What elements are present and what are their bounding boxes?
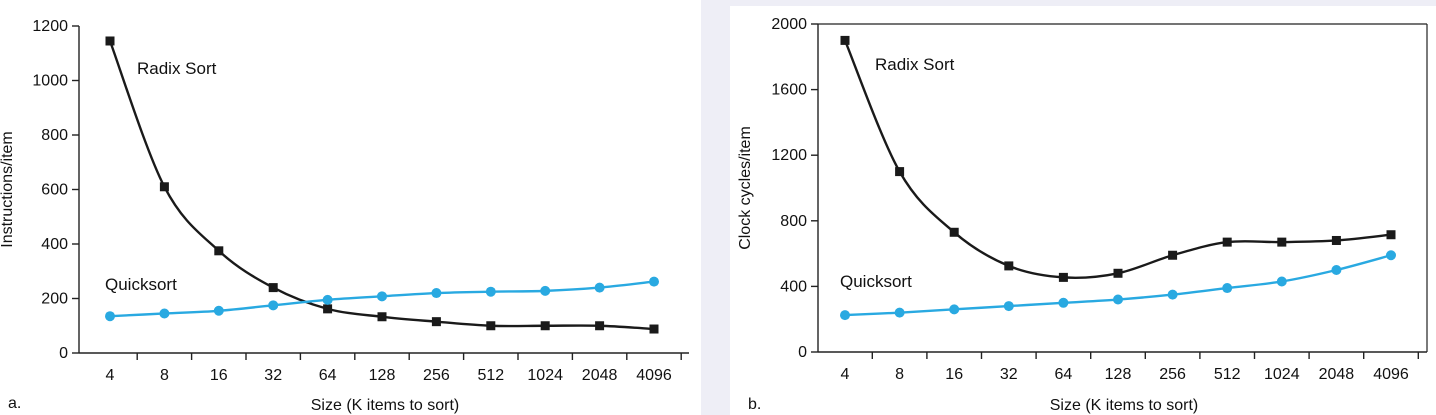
y-tick-label: 400 (41, 236, 68, 253)
data-point-radix-sort (214, 246, 224, 256)
data-point-radix-sort (1058, 272, 1068, 282)
data-point-quicksort (213, 305, 224, 316)
panel-b-plot-background (730, 6, 1436, 415)
x-tick-label: 2048 (1319, 366, 1355, 383)
data-point-quicksort (649, 276, 659, 287)
panel-label: b. (748, 396, 761, 413)
data-point-radix-sort (1222, 237, 1232, 247)
data-point-quicksort (949, 304, 960, 315)
data-point-radix-sort (895, 167, 905, 177)
x-tick-label: 64 (1055, 366, 1073, 383)
y-tick-label: 600 (41, 182, 68, 199)
data-point-radix-sort (1004, 261, 1014, 271)
data-point-quicksort (322, 294, 333, 305)
data-point-radix-sort (486, 321, 496, 331)
data-point-quicksort (268, 300, 279, 311)
x-tick-label: 16 (210, 367, 228, 384)
x-tick-label: 2048 (582, 367, 618, 384)
x-tick-label: 4 (106, 367, 115, 384)
data-point-quicksort (540, 285, 551, 296)
data-point-radix-sort (949, 227, 959, 237)
y-tick-label: 1200 (32, 18, 68, 35)
x-tick-label: 4096 (1373, 366, 1409, 383)
y-tick-label: 1600 (771, 82, 807, 99)
x-tick-label: 256 (1159, 366, 1186, 383)
x-tick-label: 64 (319, 367, 337, 384)
data-point-radix-sort (1277, 237, 1287, 247)
data-point-quicksort (159, 308, 170, 319)
series-line-quicksort (844, 254, 1392, 317)
x-axis-label: Size (K items to sort) (1050, 397, 1198, 414)
x-tick-label: 128 (369, 367, 396, 384)
data-point-radix-sort (105, 36, 115, 46)
data-point-quicksort (594, 282, 605, 293)
series-label: Radix Sort (137, 59, 217, 78)
data-point-quicksort (1386, 250, 1396, 261)
panel-label: a. (8, 395, 21, 412)
series-label: Radix Sort (875, 55, 955, 74)
y-tick-label: 0 (798, 344, 807, 361)
x-tick-label: 16 (945, 366, 963, 383)
data-point-radix-sort (1331, 235, 1341, 245)
data-point-quicksort (1331, 265, 1342, 275)
x-tick-label: 4 (841, 366, 850, 383)
y-axis-label: Instructions/item (0, 131, 16, 247)
data-point-radix-sort (840, 35, 850, 45)
series-label: Quicksort (840, 272, 912, 291)
y-tick-label: 800 (41, 127, 68, 144)
data-point-radix-sort (595, 321, 605, 331)
y-tick-label: 1000 (32, 73, 68, 90)
data-point-quicksort (1167, 289, 1178, 300)
data-point-radix-sort (377, 312, 387, 322)
y-tick-label: 200 (41, 291, 68, 308)
data-point-radix-sort (649, 324, 659, 334)
x-tick-label: 128 (1105, 366, 1132, 383)
data-point-quicksort (1058, 297, 1069, 308)
y-tick-label: 0 (59, 345, 68, 362)
x-tick-label: 32 (1000, 366, 1018, 383)
series-label: Quicksort (105, 275, 177, 294)
data-point-radix-sort (431, 317, 441, 327)
data-point-radix-sort (159, 182, 169, 192)
data-point-quicksort (1003, 301, 1014, 312)
series-line-radix-sort (843, 39, 1392, 279)
data-point-quicksort (1113, 294, 1123, 305)
data-point-radix-sort (1168, 250, 1178, 260)
data-point-quicksort (894, 307, 905, 318)
x-tick-label: 512 (1214, 366, 1241, 383)
series-line-radix-sort (108, 40, 655, 331)
data-point-radix-sort (268, 283, 278, 293)
y-axis-label: Clock cycles/item (737, 126, 754, 250)
y-tick-label: 2000 (771, 16, 807, 33)
x-tick-label: 4096 (636, 367, 672, 384)
data-point-radix-sort (540, 321, 550, 331)
data-point-quicksort (105, 311, 115, 322)
data-point-quicksort (377, 291, 387, 302)
data-point-quicksort (431, 288, 442, 299)
y-tick-label: 800 (780, 213, 807, 230)
y-tick-label: 1200 (771, 147, 807, 164)
data-point-quicksort (1222, 283, 1233, 294)
x-tick-label: 8 (895, 366, 904, 383)
data-point-radix-sort (1386, 230, 1396, 240)
x-axis-label: Size (K items to sort) (311, 397, 459, 414)
data-point-radix-sort (1113, 268, 1123, 278)
data-point-radix-sort (323, 304, 333, 314)
x-tick-label: 32 (264, 367, 282, 384)
x-tick-label: 256 (423, 367, 450, 384)
x-tick-label: 1024 (527, 367, 563, 384)
data-point-quicksort (485, 286, 496, 297)
x-tick-label: 1024 (1264, 366, 1300, 383)
data-point-quicksort (840, 310, 850, 321)
y-tick-label: 400 (780, 278, 807, 295)
data-point-quicksort (1276, 276, 1287, 287)
x-tick-label: 8 (160, 367, 169, 384)
x-tick-label: 512 (477, 367, 504, 384)
